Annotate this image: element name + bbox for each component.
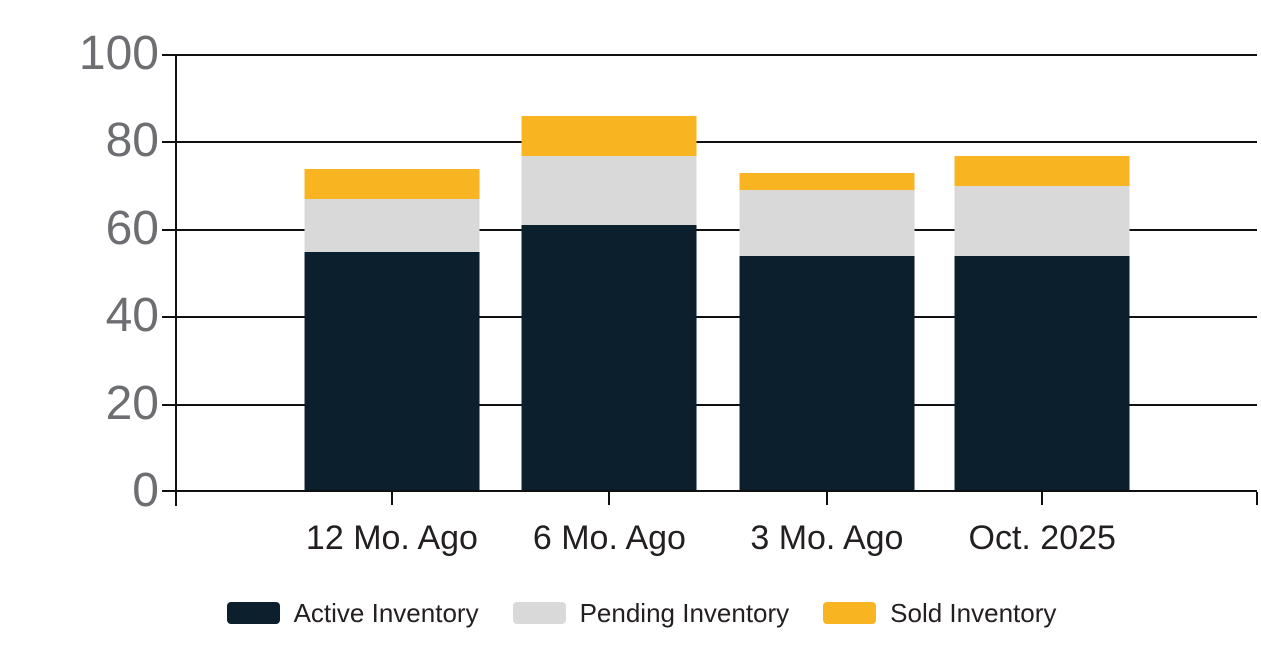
chart-legend: Active Inventory Pending Inventory Sold In… xyxy=(22,598,1261,628)
gridline-20 xyxy=(162,403,1257,406)
bar-segment-active-inventory[interactable] xyxy=(739,256,915,492)
x-tick-2 xyxy=(608,492,611,505)
x-tick-1 xyxy=(390,492,393,505)
gridline-40 xyxy=(162,316,1257,319)
legend-label: Pending Inventory xyxy=(579,598,790,628)
y-tick-label-40: 40 xyxy=(105,289,159,343)
bar-segment-sold-inventory[interactable] xyxy=(521,116,697,156)
legend-label: Active Inventory xyxy=(293,598,479,628)
legend-item-active-inventory[interactable]: Active Inventory xyxy=(226,598,479,628)
x-tick-label-1: 12 Mo. Ago xyxy=(305,519,478,557)
gridline-60 xyxy=(162,228,1257,231)
x-axis-baseline xyxy=(162,490,1257,492)
x-axis-labels: 12 Mo. Ago 6 Mo. Ago 3 Mo. Ago Oct. 2025 xyxy=(175,518,1257,560)
bar-segment-pending-inventory[interactable] xyxy=(521,155,697,226)
bar-3-mo-ago[interactable] xyxy=(739,173,915,492)
gridline-80 xyxy=(162,141,1257,144)
y-tick-label-0: 0 xyxy=(132,464,159,518)
plot-area xyxy=(162,54,1258,506)
x-tick-3 xyxy=(825,492,828,505)
x-tick-label-3: 3 Mo. Ago xyxy=(750,519,904,557)
legend-swatch-icon xyxy=(226,602,280,624)
legend-label: Sold Inventory xyxy=(890,598,1057,628)
bar-6-mo-ago[interactable] xyxy=(521,116,697,492)
bar-segment-pending-inventory[interactable] xyxy=(304,199,480,252)
y-axis-labels: 0 20 40 60 80 100 xyxy=(0,0,159,663)
y-axis-line xyxy=(175,55,177,506)
legend-swatch-icon xyxy=(512,602,566,624)
x-tick-4 xyxy=(1041,492,1044,505)
legend-item-sold-inventory[interactable]: Sold Inventory xyxy=(823,598,1056,628)
bar-segment-active-inventory[interactable] xyxy=(521,225,697,492)
y-tick-label-80: 80 xyxy=(105,114,159,168)
bar-segment-sold-inventory[interactable] xyxy=(739,173,915,191)
bar-segment-active-inventory[interactable] xyxy=(954,256,1130,492)
bar-12-mo-ago[interactable] xyxy=(304,168,480,492)
bar-segment-pending-inventory[interactable] xyxy=(954,186,1130,257)
x-tick-end xyxy=(1256,492,1258,505)
gridline-100 xyxy=(162,54,1257,56)
bar-oct-2025[interactable] xyxy=(954,155,1130,492)
bar-segment-pending-inventory[interactable] xyxy=(739,190,915,257)
y-tick-label-60: 60 xyxy=(105,201,159,255)
bar-segment-active-inventory[interactable] xyxy=(304,251,480,492)
x-tick-label-2: 6 Mo. Ago xyxy=(532,519,686,557)
bar-segment-sold-inventory[interactable] xyxy=(954,155,1130,187)
y-tick-label-20: 20 xyxy=(105,376,159,430)
bar-segment-sold-inventory[interactable] xyxy=(304,168,480,200)
legend-swatch-icon xyxy=(823,602,877,624)
legend-item-pending-inventory[interactable]: Pending Inventory xyxy=(512,598,790,628)
y-tick-label-100: 100 xyxy=(78,27,159,81)
x-tick-label-4: Oct. 2025 xyxy=(968,519,1116,557)
